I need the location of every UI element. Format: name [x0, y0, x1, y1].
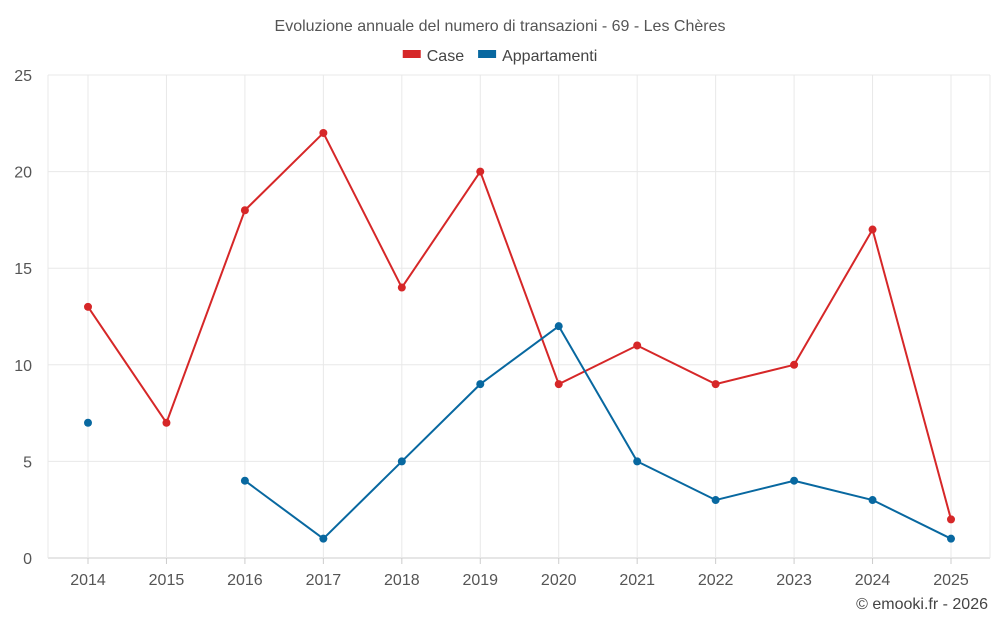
data-point-case[interactable] [319, 128, 328, 137]
data-point-appartamenti[interactable] [240, 476, 249, 485]
data-point-case[interactable] [554, 380, 563, 389]
x-tick-label: 2025 [933, 572, 969, 589]
x-tick-label: 2018 [384, 572, 420, 589]
x-tick-label: 2021 [619, 572, 655, 589]
series-case [84, 128, 955, 524]
data-point-case[interactable] [162, 418, 171, 427]
y-tick-label: 10 [14, 358, 32, 375]
data-point-case[interactable] [397, 283, 406, 292]
data-point-case[interactable] [633, 341, 642, 350]
data-point-appartamenti[interactable] [319, 534, 328, 543]
data-point-appartamenti[interactable] [711, 496, 720, 505]
data-point-appartamenti[interactable] [868, 496, 877, 505]
y-tick-label: 5 [23, 454, 32, 471]
y-tick-label: 15 [14, 261, 32, 278]
x-axis: 2014 2015 2016 2017 2018 2019 2020 2021 2022 2023… [70, 558, 969, 589]
data-point-case[interactable] [711, 380, 720, 389]
legend-swatch-appartamenti [478, 50, 497, 58]
x-tick-label: 2017 [306, 572, 342, 589]
series-line-case [87, 131, 952, 520]
x-tick-label: 2020 [541, 572, 577, 589]
y-axis: 0 5 10 15 20 25 [14, 68, 32, 568]
data-point-appartamenti[interactable] [476, 380, 485, 389]
x-tick-label: 2023 [776, 572, 812, 589]
legend: Case Appartamenti [402, 48, 597, 65]
series-appartamenti [84, 322, 955, 543]
grid [47, 74, 991, 559]
y-tick-label: 20 [14, 165, 32, 182]
series-line-appartamenti [244, 325, 952, 540]
credit-text: © emooki.fr - 2026 [856, 596, 988, 613]
legend-label-appartamenti[interactable]: Appartamenti [502, 48, 597, 65]
data-point-appartamenti[interactable] [397, 457, 406, 466]
data-point-case[interactable] [790, 360, 799, 369]
x-tick-label: 2016 [227, 572, 263, 589]
data-point-appartamenti[interactable] [84, 418, 92, 427]
data-point-case[interactable] [476, 167, 485, 176]
data-point-case[interactable] [947, 515, 955, 524]
legend-label-case[interactable]: Case [427, 48, 464, 65]
x-tick-label: 2024 [855, 572, 891, 589]
y-tick-label: 0 [23, 551, 32, 568]
series-layer [84, 128, 955, 543]
x-tick-label: 2015 [149, 572, 185, 589]
x-tick-label: 2019 [462, 572, 498, 589]
data-point-appartamenti[interactable] [633, 457, 642, 466]
data-point-appartamenti[interactable] [947, 534, 955, 543]
data-point-appartamenti[interactable] [554, 322, 563, 331]
chart-title: Evoluzione annuale del numero di transaz… [275, 18, 726, 35]
legend-swatch-case [402, 50, 421, 58]
data-point-case[interactable] [240, 206, 249, 215]
x-tick-label: 2014 [70, 572, 106, 589]
x-tick-label: 2022 [698, 572, 734, 589]
data-point-case[interactable] [84, 302, 92, 311]
y-tick-label: 25 [14, 68, 32, 85]
data-point-case[interactable] [868, 225, 877, 234]
data-point-appartamenti[interactable] [790, 476, 799, 485]
